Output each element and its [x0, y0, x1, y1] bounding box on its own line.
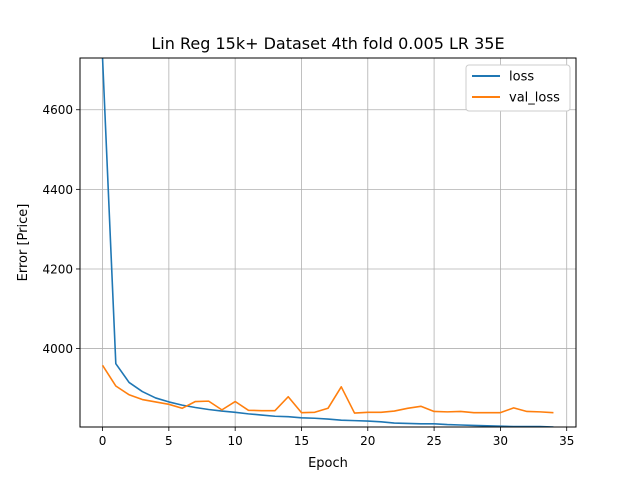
legend: loss val_loss: [465, 64, 571, 112]
x-tick-label: 10: [228, 434, 243, 448]
y-tick-label: 4600: [42, 103, 73, 117]
series-line-val-loss: [101, 364, 554, 414]
x-axis-ticks: 0 5 10 15 20 25 30 35: [99, 427, 574, 448]
y-tick-label: 4400: [42, 183, 73, 197]
grid-lines: [80, 58, 576, 427]
series-lines: [101, 58, 554, 427]
x-tick-label: 35: [559, 434, 574, 448]
chart-title: Lin Reg 15k+ Dataset 4th fold 0.005 LR 3…: [151, 34, 504, 53]
legend-label-val-loss: val_loss: [509, 91, 560, 106]
x-tick-label: 5: [165, 434, 173, 448]
x-tick-label: 15: [294, 434, 309, 448]
x-tick-label: 25: [426, 434, 441, 448]
y-axis-label: Error [Price]: [16, 204, 31, 282]
y-tick-label: 4200: [42, 262, 73, 276]
x-tick-label: 0: [99, 434, 107, 448]
series-line-loss: [101, 58, 554, 427]
legend-label-loss: loss: [509, 70, 534, 85]
y-axis-ticks: 4000 4200 4400 4600: [42, 103, 80, 356]
x-tick-label: 30: [493, 434, 508, 448]
plot-area-frame: [79, 57, 577, 428]
x-tick-label: 20: [360, 434, 375, 448]
x-axis-label: Epoch: [308, 456, 348, 471]
y-tick-label: 4000: [42, 342, 73, 356]
